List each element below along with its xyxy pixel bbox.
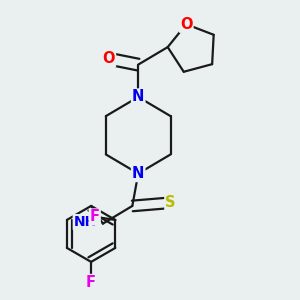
Text: N: N bbox=[132, 166, 144, 181]
Text: S: S bbox=[165, 196, 176, 211]
Text: N: N bbox=[132, 89, 144, 104]
Text: F: F bbox=[86, 275, 96, 290]
Text: NH: NH bbox=[74, 215, 97, 229]
Text: O: O bbox=[180, 17, 193, 32]
Text: F: F bbox=[90, 209, 100, 224]
Text: O: O bbox=[103, 51, 115, 66]
